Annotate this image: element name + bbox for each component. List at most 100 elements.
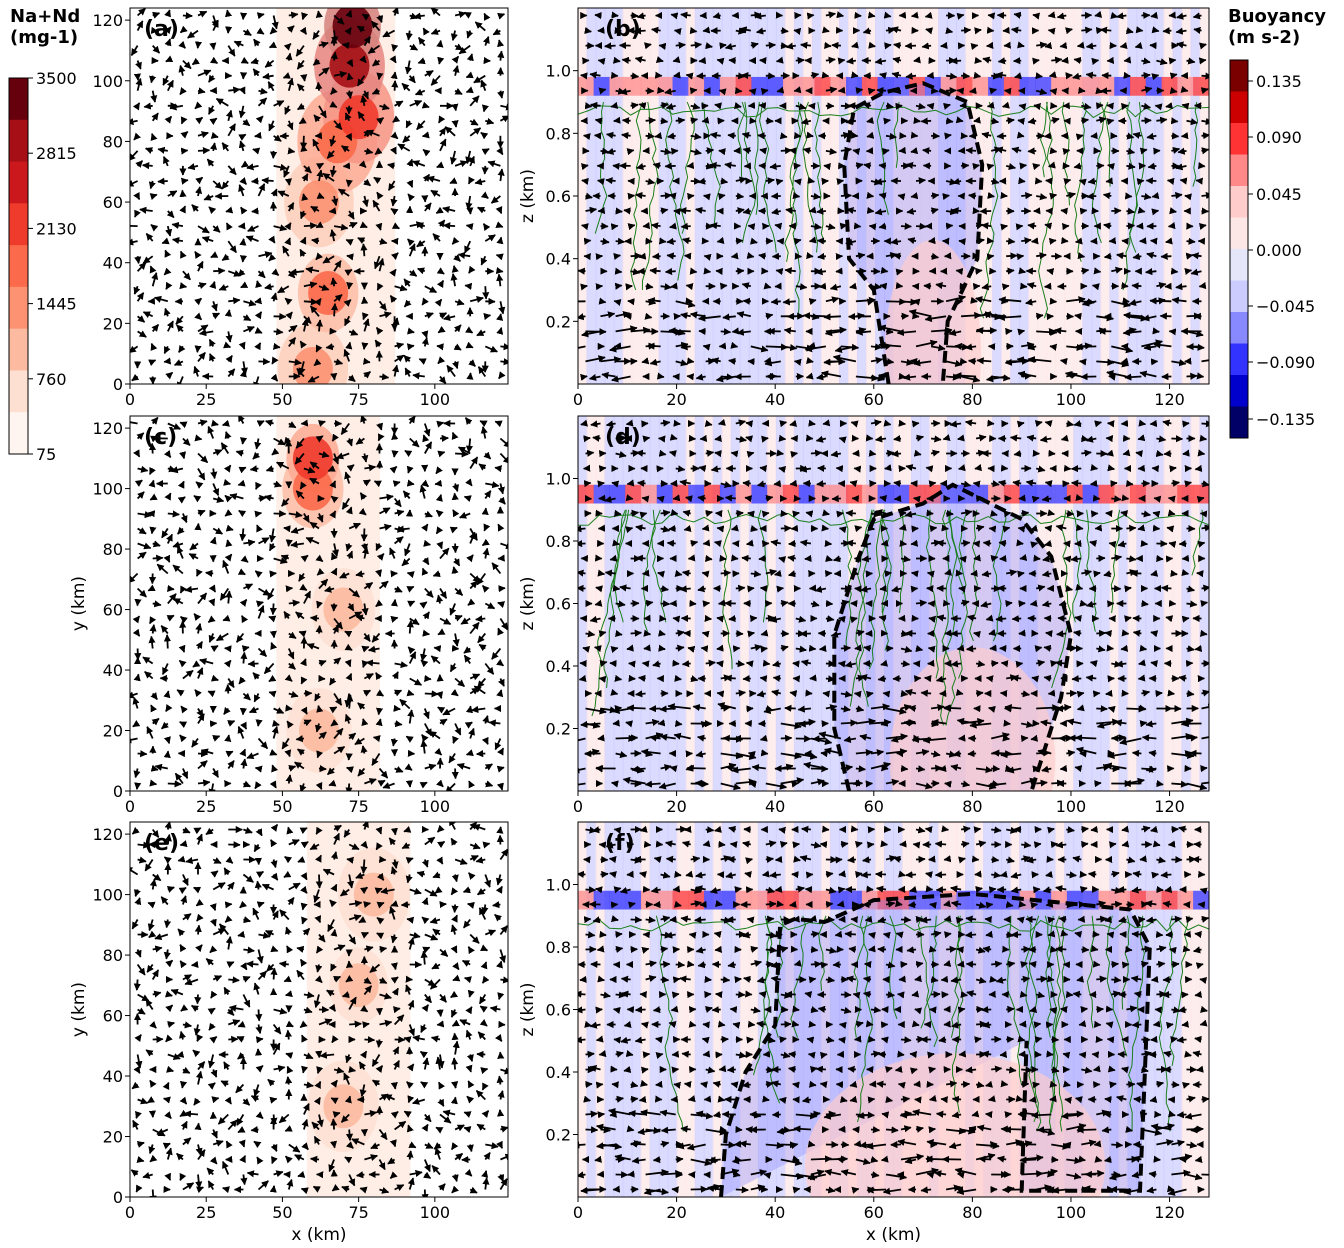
wind-vector [488, 719, 501, 727]
wind-vector [1059, 41, 1068, 50]
wind-vector [779, 1036, 787, 1044]
wind-vector [300, 74, 308, 82]
wind-vector [823, 358, 841, 366]
y-tick-label: 80 [103, 540, 123, 559]
wind-vector [719, 554, 727, 562]
wind-vector [1171, 479, 1181, 487]
wind-vector [615, 945, 624, 953]
wind-vector [1150, 660, 1159, 668]
wind-vector [1162, 27, 1172, 35]
wind-vector [683, 252, 692, 260]
wind-vector [225, 539, 233, 548]
wind-vector [1049, 192, 1058, 200]
wind-vector [1016, 131, 1025, 139]
wind-vector [657, 629, 666, 637]
wind-vector [779, 132, 788, 140]
wind-vector [817, 464, 826, 472]
wind-vector [1194, 464, 1203, 473]
wind-vector [861, 555, 872, 563]
wind-vector [635, 690, 646, 698]
wind-vector [1070, 479, 1082, 487]
wind-vector [687, 645, 696, 653]
wind-vector [1034, 177, 1043, 185]
wind-vector [578, 1141, 586, 1149]
wind-vector [987, 705, 996, 713]
wind-vector [250, 1126, 259, 1134]
wind-vector [959, 357, 968, 365]
wind-vector [883, 117, 891, 125]
wind-vector [714, 825, 722, 833]
wind-vector [1126, 207, 1136, 215]
wind-vector [674, 569, 683, 577]
wind-vector [685, 72, 694, 80]
wind-vector [853, 222, 862, 230]
wind-vector [315, 221, 324, 229]
wind-vector [772, 674, 781, 682]
x-tick-label: 25 [196, 797, 216, 816]
wind-vector [1059, 357, 1068, 366]
wind-vector [1105, 177, 1114, 185]
inversion-cell [767, 76, 784, 96]
wind-vector [1093, 570, 1101, 578]
wind-vector [673, 900, 682, 908]
wind-vector [375, 718, 383, 727]
wind-vector [699, 434, 708, 442]
wind-vector [434, 298, 443, 307]
wind-vector [1196, 495, 1205, 503]
wind-vector [1012, 57, 1022, 65]
wind-vector [343, 299, 352, 307]
wind-vector [149, 1189, 157, 1197]
wind-vector [742, 479, 751, 487]
wind-vector [1094, 420, 1103, 428]
wind-vector [194, 994, 202, 1005]
wind-vector [670, 282, 678, 290]
wind-vector [701, 630, 710, 638]
wind-vector [666, 539, 676, 547]
wind-vector [605, 177, 616, 185]
wind-vector [683, 1080, 692, 1089]
wind-vector [208, 598, 216, 607]
wind-vector [675, 644, 685, 652]
wind-vector [720, 177, 729, 185]
wind-vector [355, 1171, 365, 1179]
wind-vector [594, 117, 603, 125]
wind-vector [1169, 72, 1178, 80]
panel-plot-area [578, 822, 1209, 1197]
wind-vector [147, 510, 156, 518]
colorbar-right-tick-label: 0.045 [1256, 185, 1302, 204]
wind-vector [1045, 630, 1053, 638]
wind-vector [1180, 132, 1189, 140]
wind-vector [940, 41, 948, 50]
wind-vector [612, 56, 621, 64]
wind-vector [1021, 690, 1031, 698]
wind-vector [163, 690, 171, 699]
wind-vector [765, 177, 775, 185]
wind-vector [377, 433, 385, 442]
wind-vector [468, 265, 476, 274]
wind-vector [256, 12, 265, 20]
wind-vector [975, 660, 986, 668]
wind-vector [480, 944, 489, 952]
wind-vector [1103, 252, 1112, 260]
wind-vector [823, 313, 841, 321]
wind-vector [700, 720, 709, 729]
y-axis-label: y (km) [69, 576, 89, 631]
wind-vector [325, 343, 335, 351]
wind-vector [239, 437, 248, 445]
wind-vector [758, 554, 766, 563]
wind-vector [702, 840, 711, 848]
wind-vector [800, 41, 811, 49]
wind-vector [301, 1065, 309, 1074]
wind-vector [580, 419, 589, 427]
wind-vector [694, 779, 706, 787]
wind-vector [647, 342, 661, 350]
wind-vector [250, 177, 259, 185]
wind-vector [634, 1006, 646, 1014]
wind-vector [315, 319, 324, 332]
wind-vector [946, 509, 954, 518]
wind-vector [640, 1021, 649, 1029]
wind-vector [686, 764, 706, 772]
wind-vector [1152, 510, 1161, 518]
wind-vector [1096, 629, 1107, 637]
wind-vector [893, 41, 902, 50]
